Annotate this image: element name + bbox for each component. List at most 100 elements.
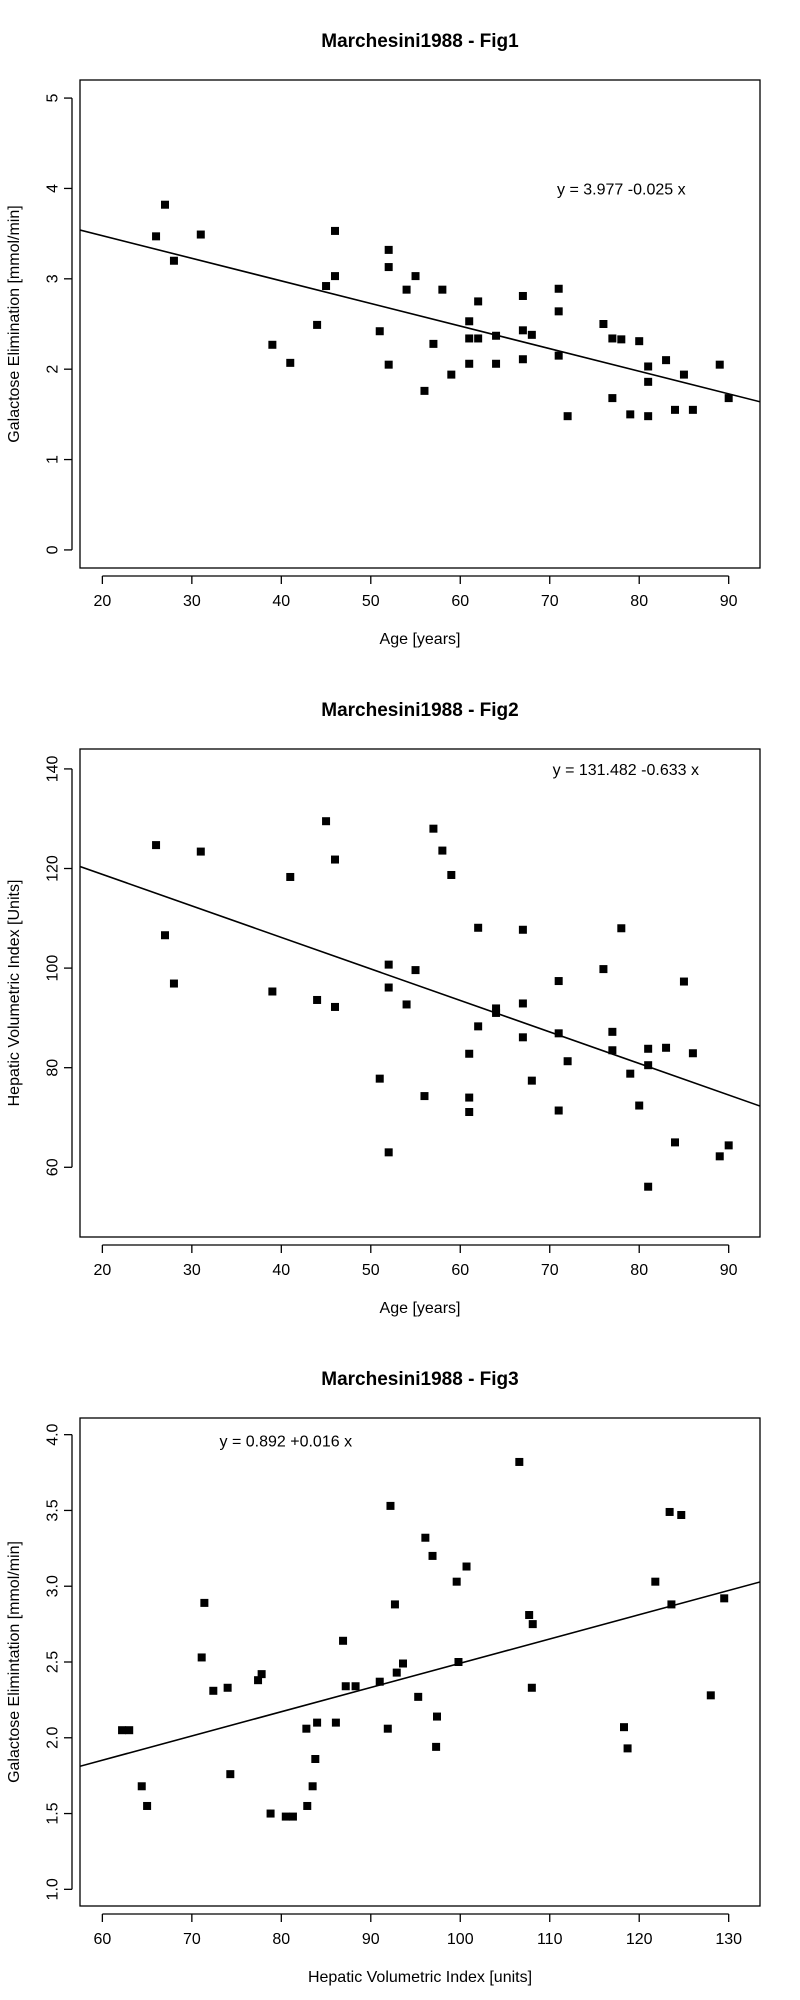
data-point [384,983,393,992]
y-tick-label: 0 [45,545,62,554]
data-point [438,846,447,855]
x-tick-label: 30 [183,593,201,610]
x-tick-label: 20 [93,593,111,610]
data-point [474,1022,483,1031]
data-point [386,1501,395,1510]
plot-area-frame [79,748,761,1238]
data-point [554,307,563,316]
data-point [313,1718,322,1727]
data-point [454,1658,463,1666]
data-point [428,1551,437,1560]
data-point [492,359,501,368]
data-point [196,230,205,239]
data-point [402,285,411,294]
data-point [392,1668,401,1677]
data-point [563,1057,572,1066]
data-point [209,1686,218,1695]
y-tick-label: 140 [45,755,62,782]
y-tick-label: 1 [45,455,62,464]
data-point [651,1577,660,1586]
data-point [715,1152,724,1161]
data-point [200,1598,209,1607]
y-tick-label: 1.5 [45,1802,62,1824]
data-point [411,272,420,281]
data-point [665,1507,674,1516]
regression-equation: y = 3.977 -0.025 x [557,181,686,198]
x-axis: 20 30 40 50 60 70 80 90 [93,575,738,610]
x-tick-label: 80 [272,1931,290,1948]
data-point [375,1677,384,1686]
data-point [429,824,438,833]
x-tick-label: 80 [630,593,648,610]
data-point [197,1653,206,1662]
data-point [465,334,474,343]
data-point [420,1092,429,1101]
data-point [375,1074,384,1083]
data-point [644,412,653,421]
x-tick-label: 100 [447,1931,474,1948]
data-point [384,245,393,254]
data-point [308,1782,317,1791]
data-point [715,360,724,369]
data-point [679,977,688,986]
x-tick-label: 60 [93,1931,111,1948]
data-point [161,200,169,209]
data-point [518,999,527,1008]
x-tick-label: 50 [362,1262,380,1279]
data-point [626,410,635,419]
plot-area [80,1457,760,1821]
y-tick-label: 2.0 [45,1727,62,1749]
data-point [462,1562,471,1571]
data-point [375,327,384,336]
data-point [677,1510,686,1519]
data-point [706,1691,715,1700]
data-point [447,870,456,879]
data-point [331,855,339,864]
x-tick-label: 90 [720,1262,738,1279]
data-point [331,272,339,281]
data-point [465,1108,474,1117]
y-tick-label: 3.0 [45,1575,62,1597]
data-point [302,1724,311,1733]
regression-equation: y = 131.482 -0.633 x [553,762,699,779]
data-point [303,1801,312,1810]
data-point [281,1812,290,1821]
data-point [617,335,626,344]
x-tick-label: 70 [541,1262,559,1279]
data-point [644,1182,653,1191]
data-point [554,1106,563,1115]
data-point [608,1027,617,1036]
data-point [465,317,474,326]
y-axis-label: Galactose Elimination [mmol/min] [6,205,23,442]
data-point [331,1002,339,1011]
data-point [169,979,178,988]
data-point [414,1692,423,1701]
x-tick-label: 90 [720,593,738,610]
data-point [679,370,688,379]
data-point [518,355,527,364]
x-tick-label: 30 [183,1262,201,1279]
regression-line [80,229,760,403]
y-tick-label: 3 [45,274,62,283]
data-point [152,841,161,850]
data-point [608,1046,617,1055]
data-point [671,405,679,414]
data-point [257,1670,266,1679]
data-point [313,320,322,329]
chart-title: Marchesini1988 - Fig3 [321,1369,518,1390]
data-point [339,1636,348,1645]
panel-fig2: Marchesini1988 - Fig2 Age [years] Hepati… [6,700,761,1317]
data-point [152,232,161,241]
y-tick-label: 4.0 [45,1423,62,1445]
data-point [161,931,169,940]
x-tick-label: 40 [272,1262,290,1279]
y-tick-label: 5 [45,94,62,103]
y-axis-label: Hepatic Volumetric Index [Units] [6,880,23,1107]
data-point [438,285,447,294]
plot-area [80,200,760,421]
y-tick-label: 80 [45,1059,62,1077]
data-point [341,1682,350,1691]
y-tick-label: 1.0 [45,1878,62,1900]
data-point [465,1093,474,1102]
